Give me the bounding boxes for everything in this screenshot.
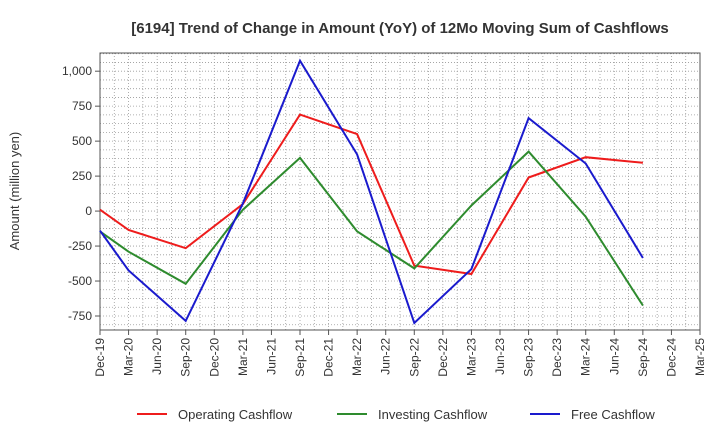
x-tick-label: Dec-21 <box>322 338 336 377</box>
plot-border <box>99 52 701 331</box>
x-tick-label: Sep-23 <box>522 338 536 377</box>
x-tick-label: Dec-19 <box>93 338 107 377</box>
x-tick-label: Jun-23 <box>493 338 507 375</box>
legend-label: Free Cashflow <box>571 407 655 422</box>
legend-label: Investing Cashflow <box>378 407 488 422</box>
y-tick-label: -250 <box>68 239 92 253</box>
y-tick-label: -500 <box>68 274 92 288</box>
y-tick-label: 1,000 <box>62 64 92 78</box>
chart-title: [6194] Trend of Change in Amount (YoY) o… <box>131 20 669 37</box>
x-tick-label: Dec-22 <box>436 338 450 377</box>
y-tick-label: 0 <box>85 204 92 218</box>
x-tick-label: Jun-22 <box>379 338 393 375</box>
legend: Operating Cashflow Investing Cashflow Free… <box>137 407 655 422</box>
x-tick-label: Sep-21 <box>293 338 307 377</box>
x-tick-label: Mar-20 <box>122 338 136 376</box>
y-tick-label: 250 <box>72 169 92 183</box>
y-tick-label: -750 <box>68 309 92 323</box>
x-tick-label: Mar-21 <box>236 338 250 376</box>
x-tick-label: Mar-24 <box>579 338 593 376</box>
x-tick-label: Jun-24 <box>607 338 621 375</box>
y-tick-label: 500 <box>72 134 92 148</box>
plot-area: 1,000 750 500 250 0 -250 -500 -750 Dec-19 Mar-20 J… <box>62 52 707 377</box>
x-tick-label: Sep-22 <box>407 338 421 377</box>
x-tick-label: Sep-24 <box>636 338 650 377</box>
x-tick-label: Jun-20 <box>150 338 164 375</box>
x-tick-label: Dec-24 <box>664 338 678 377</box>
x-tick-label: Dec-23 <box>550 338 564 377</box>
legend-label: Operating Cashflow <box>178 407 293 422</box>
x-tick-label: Dec-20 <box>207 338 221 377</box>
y-axis-label: Amount (million yen) <box>7 132 22 251</box>
x-tick-label: Mar-22 <box>350 338 364 376</box>
x-tick-label: Mar-25 <box>693 338 707 376</box>
x-tick-label: Sep-20 <box>179 338 193 377</box>
x-tick-label: Jun-21 <box>264 338 278 375</box>
x-tick-label: Mar-23 <box>464 338 478 376</box>
y-tick-label: 750 <box>72 99 92 113</box>
